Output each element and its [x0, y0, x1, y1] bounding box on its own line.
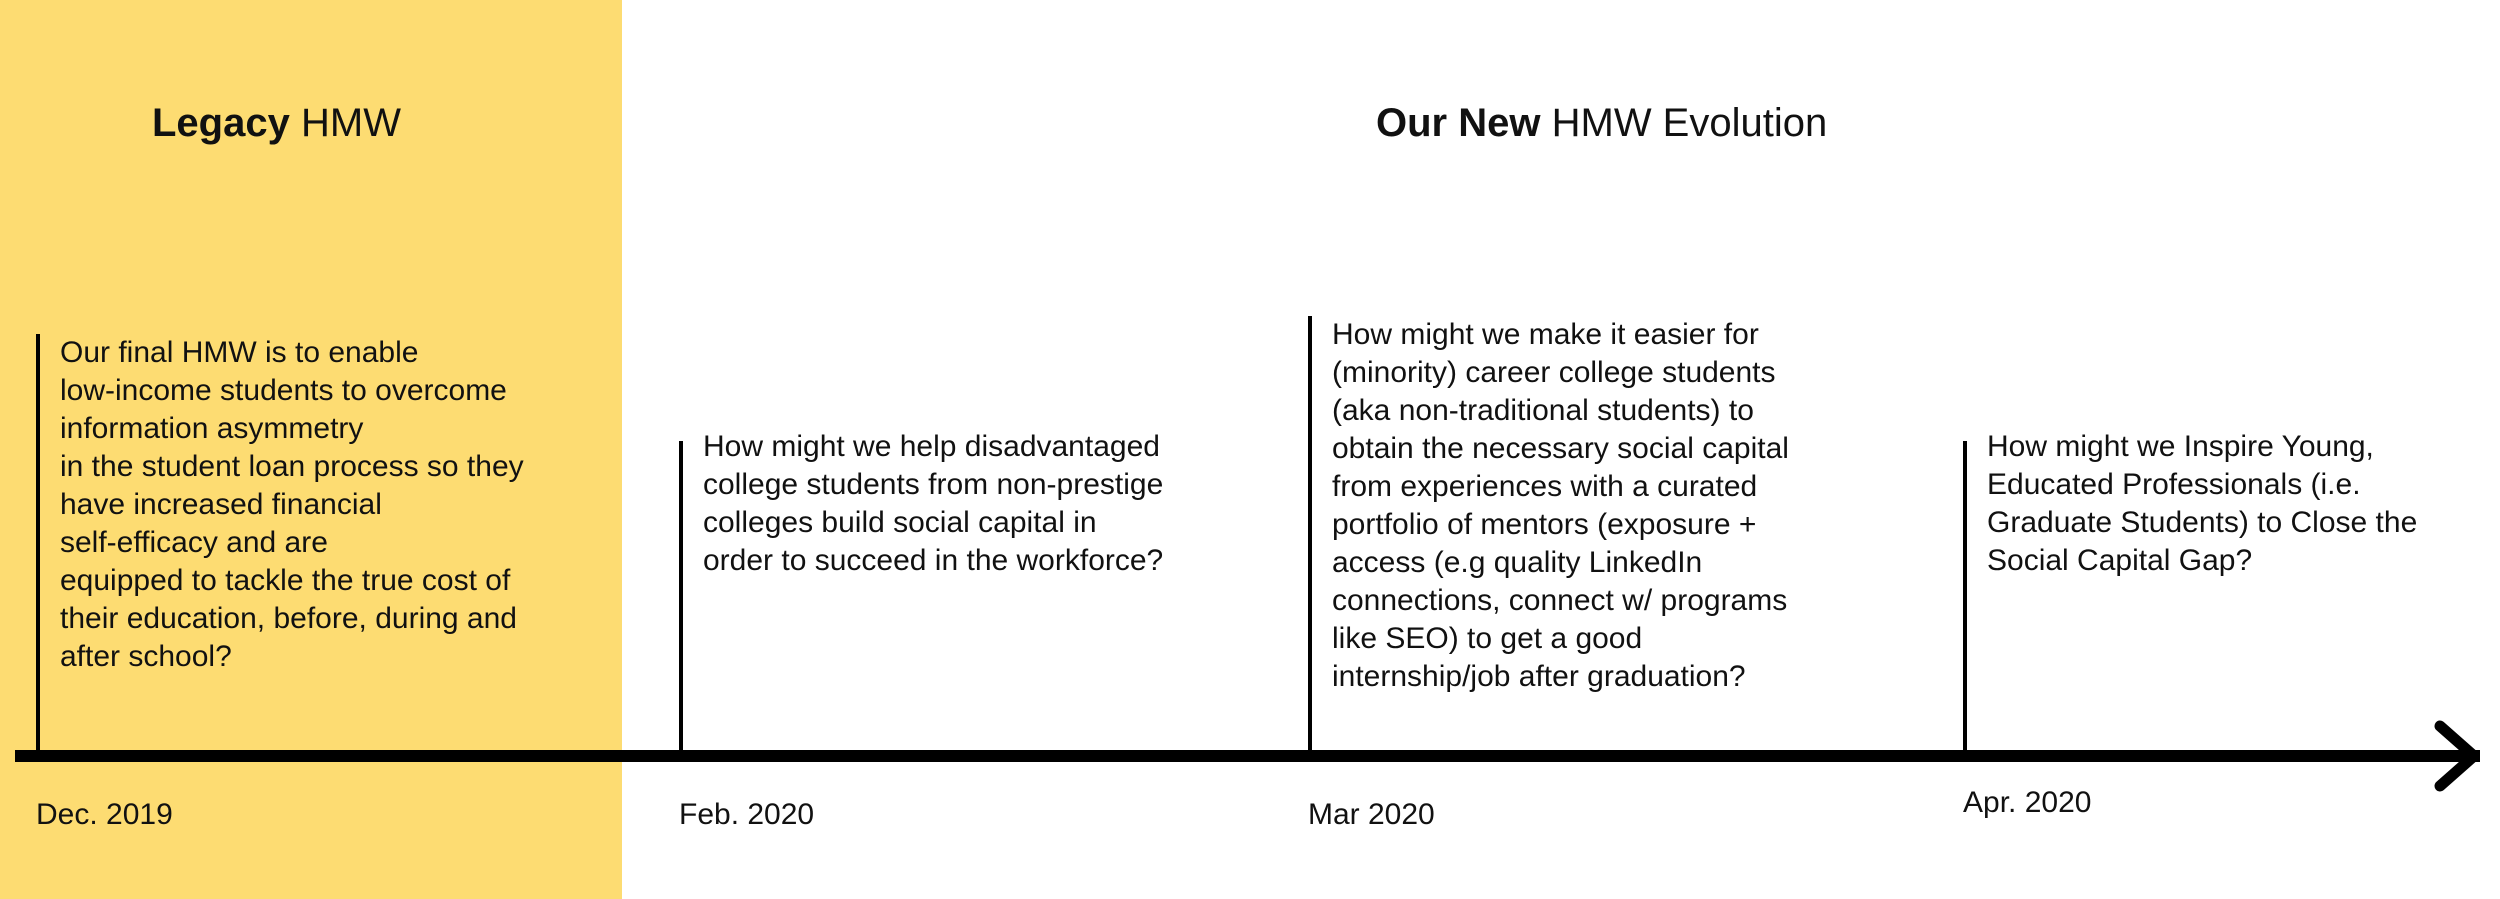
new-heading-bold: Our New	[1376, 101, 1541, 145]
entry-line: How might we help disadvantaged	[703, 430, 1160, 463]
entry-line: their education, before, during and	[60, 602, 517, 635]
new-heading-rest: HMW Evolution	[1551, 101, 1828, 145]
timeline-entry-dec-2019: Our final HMW is to enable low-income st…	[60, 334, 524, 676]
legacy-heading-bold: Legacy	[152, 101, 290, 145]
entry-line: access (e.g quality LinkedIn	[1332, 546, 1703, 579]
entry-line: How might we Inspire Young,	[1987, 430, 2374, 463]
entry-line: like SEO) to get a good	[1332, 622, 1643, 655]
arrow-right-icon	[2434, 720, 2480, 792]
new-heading: Our New HMW Evolution	[1376, 98, 1827, 148]
entry-line: equipped to tackle the true cost of	[60, 564, 511, 597]
entry-line: in the student loan process so they	[60, 450, 524, 483]
entry-line: Graduate Students) to Close the	[1987, 506, 2418, 539]
timeline-entry-apr-2020: How might we Inspire Young, Educated Pro…	[1987, 428, 2417, 580]
entry-line: have increased financial	[60, 488, 382, 521]
timeline-date-dec-2019: Dec. 2019	[36, 798, 173, 831]
entry-line: from experiences with a curated	[1332, 470, 1758, 503]
entry-line: order to succeed in the workforce?	[703, 544, 1164, 577]
entry-line: low-income students to overcome	[60, 374, 507, 407]
timeline-date-mar-2020: Mar 2020	[1308, 798, 1435, 831]
entry-line: information asymmetry	[60, 412, 364, 445]
timeline-axis	[15, 750, 2480, 762]
timeline-tick-mar-2020	[1308, 316, 1312, 758]
timeline-tick-apr-2020	[1963, 441, 1967, 758]
entry-line: connections, connect w/ programs	[1332, 584, 1788, 617]
timeline-tick-dec-2019	[36, 334, 40, 758]
timeline-date-feb-2020: Feb. 2020	[679, 798, 815, 831]
timeline-tick-feb-2020	[679, 441, 683, 758]
entry-line: after school?	[60, 640, 232, 673]
legacy-heading: Legacy HMW	[152, 98, 401, 148]
entry-line: portfolio of mentors (exposure +	[1332, 508, 1757, 541]
entry-line: (minority) career college students	[1332, 356, 1776, 389]
entry-line: Educated Professionals (i.e.	[1987, 468, 2361, 501]
entry-line: internship/job after graduation?	[1332, 660, 1746, 693]
legacy-panel	[0, 0, 622, 899]
entry-line: colleges build social capital in	[703, 506, 1097, 539]
entry-line: college students from non-prestige	[703, 468, 1164, 501]
timeline-entry-feb-2020: How might we help disadvantaged college …	[703, 428, 1163, 580]
entry-line: Our final HMW is to enable	[60, 336, 419, 369]
entry-line: self-efficacy and are	[60, 526, 328, 559]
timeline-date-apr-2020: Apr. 2020	[1963, 786, 2092, 819]
entry-line: (aka non-traditional students) to	[1332, 394, 1754, 427]
legacy-heading-rest: HMW	[300, 101, 401, 145]
timeline-entry-mar-2020: How might we make it easier for (minorit…	[1332, 316, 1789, 696]
entry-line: How might we make it easier for	[1332, 318, 1759, 351]
entry-line: Social Capital Gap?	[1987, 544, 2253, 577]
entry-line: obtain the necessary social capital	[1332, 432, 1789, 465]
